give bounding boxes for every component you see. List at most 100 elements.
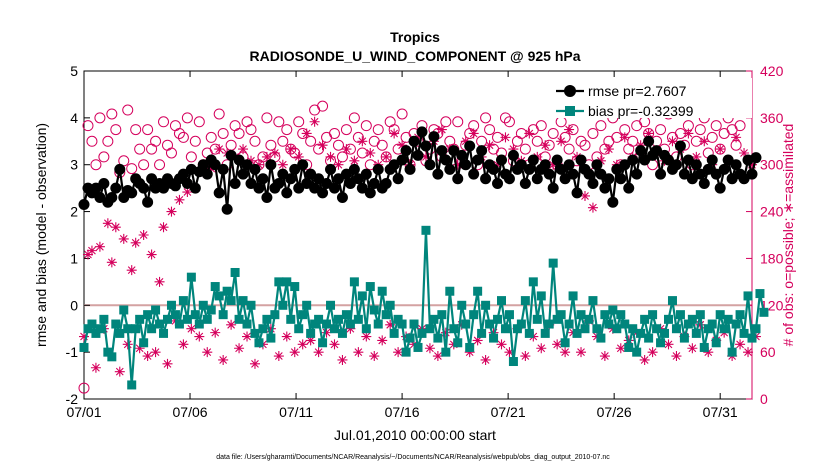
bias-point [691,328,701,338]
assimilated-obs-point [623,335,634,346]
rmse-point [364,187,376,199]
y-tick-label: 0 [70,297,78,313]
possible-obs-point [627,135,639,147]
assimilated-obs-point [647,347,658,358]
rmse-point [432,168,444,180]
rmse-point [114,163,126,175]
rmse-point [488,163,500,175]
rmse-point [285,173,297,185]
assimilated-obs-point [480,354,491,365]
rmse-point [738,173,750,185]
rmse-point [408,135,420,147]
possible-obs-point [86,135,98,147]
bias-point [310,319,320,329]
possible-obs-point [579,139,591,151]
possible-obs-point [126,163,138,175]
rmse-point [746,168,758,180]
rmse-point [615,173,627,185]
assimilated-obs-point [671,351,682,362]
rmse-point [444,163,456,175]
bias-point [318,338,328,348]
bias-point [326,300,336,310]
assimilated-obs-point [238,144,249,155]
bias-point [357,291,367,301]
rmse-point [496,154,507,166]
bias-point [99,314,109,324]
rmse-point [635,145,647,157]
rmse-point [480,173,492,185]
rmse-point [138,182,150,194]
rmse-point [297,159,309,171]
rmse-point [587,177,599,189]
assimilated-obs-point [440,327,451,338]
legend: rmse pr=2.7607 bias pr=-0.32399 [556,78,752,119]
rmse-point [249,163,261,175]
assimilated-obs-point [174,194,185,205]
possible-obs-point [90,159,102,171]
y-tick-label: 2 [70,204,78,220]
possible-obs-point [559,131,571,143]
bias-point [612,324,622,334]
possible-obs-point [519,143,531,155]
y2-tick-label: 360 [760,110,784,126]
assimilated-obs-point [210,327,221,338]
assimilated-obs-point [520,351,531,362]
bias-point [377,286,387,296]
assimilated-obs-point [492,159,503,170]
possible-obs-point [94,112,106,124]
possible-obs-point [440,116,452,128]
assimilated-obs-point [524,128,535,139]
assimilated-obs-point [249,358,260,369]
assimilated-obs-point [114,366,125,377]
assimilated-obs-point [186,323,197,334]
possible-obs-point [305,135,317,147]
rmse-point [380,177,392,189]
bias-point [699,342,709,352]
possible-obs-point [98,151,110,163]
rmse-point [448,145,460,157]
assimilated-obs-point [500,132,511,143]
assimilated-obs-point [552,339,563,350]
legend-rmse-label: rmse pr=2.7607 [588,83,687,99]
bias-point [544,319,554,329]
bias-point [433,333,443,343]
y-axis-label: rmse and bias (model - observation) [33,123,49,347]
bias-point [568,291,578,301]
possible-obs-point [130,124,142,136]
x-tick-label: 07/21 [491,404,526,420]
rmse-point [396,154,408,166]
bias-point [198,300,208,310]
bias-point [337,328,347,338]
bias-point [675,310,685,320]
rmse-point [436,145,448,157]
possible-obs-point [265,139,277,151]
bias-point [719,324,729,334]
rmse-point [670,159,682,171]
bias-point [572,328,582,338]
possible-obs-point [340,124,352,136]
rmse-point [571,187,583,199]
bias-point [155,319,165,329]
rmse-point [420,140,432,152]
rmse-point [627,154,639,166]
assimilated-obs-point [385,319,396,330]
assimilated-obs-point [321,327,332,338]
rmse-point [651,145,663,157]
bias-point [254,338,264,348]
rmse-point [519,177,531,189]
bias-point [170,310,180,320]
rmse-point [603,173,615,185]
bias-point [584,314,594,324]
rmse-point [217,163,229,175]
possible-obs-point [499,112,511,124]
bias-point [628,324,638,334]
bias-point [469,310,479,320]
rmse-point [392,173,404,185]
bias-point [731,319,741,329]
rmse-point [257,173,269,185]
rmse-point [718,163,730,175]
assimilated-obs-point [110,222,121,233]
bias-point [123,324,133,334]
rmse-point [631,168,643,180]
